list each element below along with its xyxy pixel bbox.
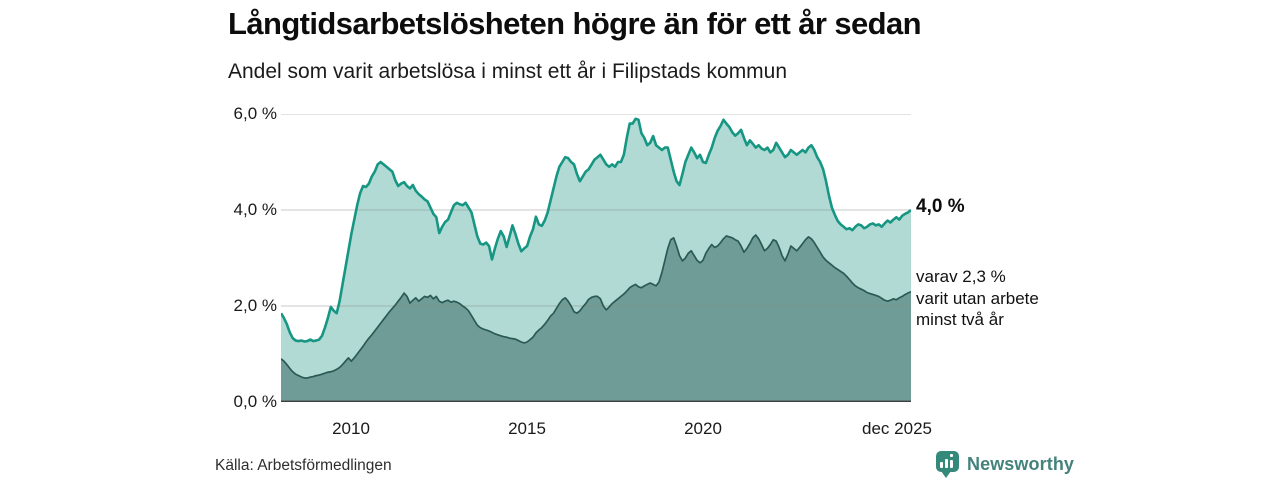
y-axis-label-0: 0,0 % xyxy=(233,392,277,411)
x-axis-label-2020: 2020 xyxy=(684,419,722,438)
end-annotation-line-1: varav 2,3 % xyxy=(916,267,1006,286)
y-axis-label-4: 4,0 % xyxy=(233,200,277,219)
area-chart xyxy=(281,114,911,402)
newsworthy-chart-bubble-icon xyxy=(936,450,959,478)
newsworthy-wordmark: Newsworthy xyxy=(967,453,1075,474)
x-axis-label-dec-2025: dec 2025 xyxy=(862,419,932,438)
y-axis-label-2: 2,0 % xyxy=(233,296,277,315)
end-annotation-line-3: minst två år xyxy=(916,310,1004,329)
y-axis-label-6: 6,0 % xyxy=(233,104,277,123)
end-value-label: 4,0 % xyxy=(916,196,965,217)
source-note: Källa: Arbetsförmedlingen xyxy=(215,457,392,474)
chart-subtitle: Andel som varit arbetslösa i minst ett å… xyxy=(228,60,788,83)
end-annotation: varav 2,3 % varit utan arbete minst två … xyxy=(916,266,1039,331)
end-annotation-line-2: varit utan arbete xyxy=(916,288,1039,308)
chart-title: Långtidsarbetslösheten högre än för ett … xyxy=(228,6,922,41)
newsworthy-logo[interactable]: Newsworthy xyxy=(936,450,1074,478)
x-axis-label-2015: 2015 xyxy=(508,419,546,438)
x-axis-label-2010: 2010 xyxy=(332,419,370,438)
